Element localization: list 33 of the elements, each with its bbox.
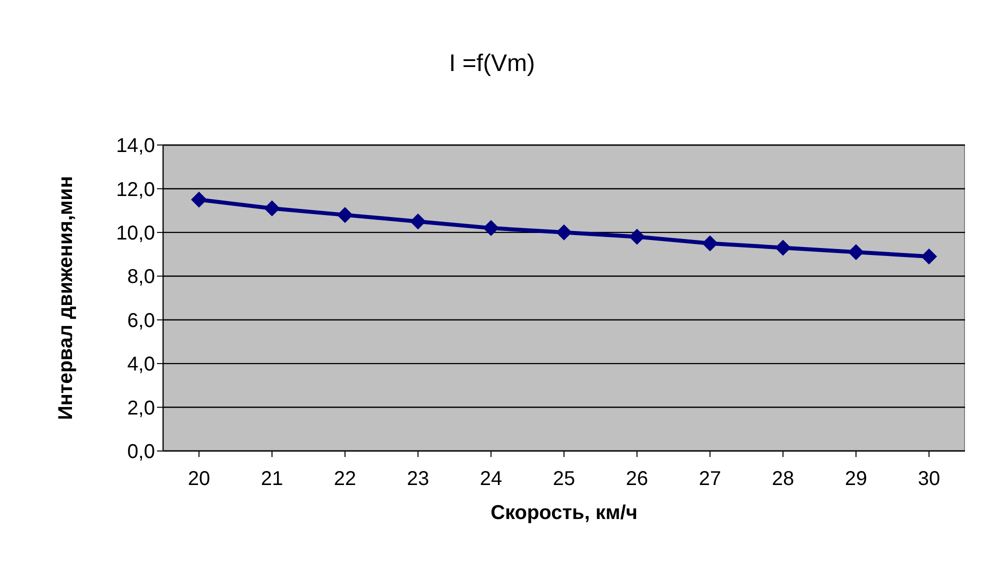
point bbox=[483, 220, 499, 236]
y-tick-label: 14,0 bbox=[116, 135, 155, 158]
x-tick-label: 27 bbox=[698, 468, 722, 490]
point bbox=[702, 235, 718, 252]
x-tick-label: 22 bbox=[334, 468, 356, 490]
point bbox=[848, 244, 864, 260]
point bbox=[337, 206, 353, 223]
y-tick-label: 6,0 bbox=[127, 310, 155, 332]
x-tick-label: 24 bbox=[480, 468, 502, 490]
point bbox=[556, 224, 572, 240]
x-tick-label: 20 bbox=[188, 468, 210, 490]
y-tick-label: 12,0 bbox=[116, 178, 155, 201]
x-tick-label: 21 bbox=[260, 468, 284, 490]
x-tick-label: 30 bbox=[918, 468, 940, 490]
point bbox=[410, 214, 426, 230]
point bbox=[629, 228, 645, 245]
y-axis-title: Интервал движения,мин bbox=[55, 176, 78, 420]
x-tick-label: 29 bbox=[844, 468, 868, 490]
y-tick-label: 10,0 bbox=[116, 222, 155, 245]
point bbox=[921, 248, 937, 264]
chart-title: I =f(Vm) bbox=[448, 50, 536, 78]
y-tick-label: 4,0 bbox=[127, 354, 155, 376]
y-tick-label: 2,0 bbox=[127, 397, 155, 420]
point bbox=[191, 192, 207, 208]
x-tick-label: 25 bbox=[552, 468, 576, 490]
point bbox=[264, 200, 280, 216]
y-tick-label: 8,0 bbox=[127, 266, 155, 288]
x-axis-title: Скорость, км/ч bbox=[490, 502, 638, 524]
x-tick-label: 23 bbox=[406, 468, 430, 490]
x-tick-label: 28 bbox=[772, 468, 794, 490]
y-tick-label: 0,0 bbox=[127, 441, 155, 464]
x-tick-label: 26 bbox=[626, 468, 648, 490]
point bbox=[775, 240, 791, 256]
